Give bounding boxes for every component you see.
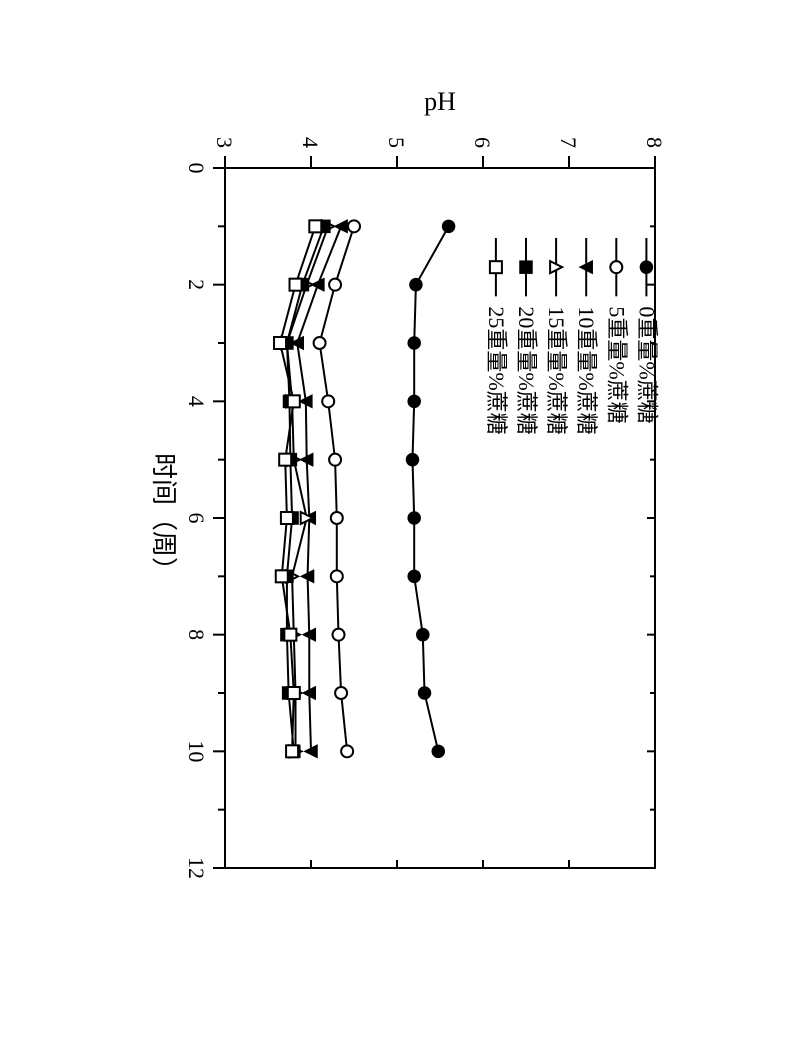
svg-text:12: 12 xyxy=(184,857,209,879)
legend-item-4: 20重量%蔗糖 xyxy=(514,238,539,435)
series-0 xyxy=(406,220,454,757)
svg-text:20重量%蔗糖: 20重量%蔗糖 xyxy=(514,306,539,434)
svg-text:6: 6 xyxy=(184,513,209,524)
svg-text:5: 5 xyxy=(384,137,409,148)
svg-text:0重量%蔗糖: 0重量%蔗糖 xyxy=(634,306,659,423)
legend-item-5: 25重量%蔗糖 xyxy=(484,238,509,435)
series-4 xyxy=(281,220,330,757)
svg-text:5重量%蔗糖: 5重量%蔗糖 xyxy=(604,306,629,423)
line-chart: 0 2 4 6 8 10 12 3 4 5 6 7 8 时间（周） pH 0重量%蔗糖5重量%蔗糖10重量%蔗… xyxy=(115,73,685,973)
svg-text:15重量%蔗糖: 15重量%蔗糖 xyxy=(544,306,569,434)
legend-item-3: 15重量%蔗糖 xyxy=(544,238,569,435)
svg-text:8: 8 xyxy=(184,629,209,640)
y-axis-label: pH xyxy=(424,87,456,116)
svg-text:6: 6 xyxy=(470,137,495,148)
legend-item-2: 10重量%蔗糖 xyxy=(574,238,599,435)
svg-text:2: 2 xyxy=(184,279,209,290)
svg-text:3: 3 xyxy=(212,137,237,148)
svg-text:4: 4 xyxy=(184,396,209,407)
svg-text:7: 7 xyxy=(556,137,581,148)
svg-text:10: 10 xyxy=(184,740,209,762)
series-1 xyxy=(314,220,360,757)
svg-text:4: 4 xyxy=(298,137,323,148)
svg-text:0: 0 xyxy=(184,163,209,174)
svg-text:8: 8 xyxy=(642,137,667,148)
svg-text:25重量%蔗糖: 25重量%蔗糖 xyxy=(484,306,509,434)
legend-item-1: 5重量%蔗糖 xyxy=(604,238,629,424)
chart-container: 0 2 4 6 8 10 12 3 4 5 6 7 8 时间（周） pH 0重量%蔗糖5重量%蔗糖10重量%蔗… xyxy=(115,73,685,973)
svg-text:10重量%蔗糖: 10重量%蔗糖 xyxy=(574,306,599,434)
x-axis-label: 时间（周） xyxy=(149,453,178,583)
